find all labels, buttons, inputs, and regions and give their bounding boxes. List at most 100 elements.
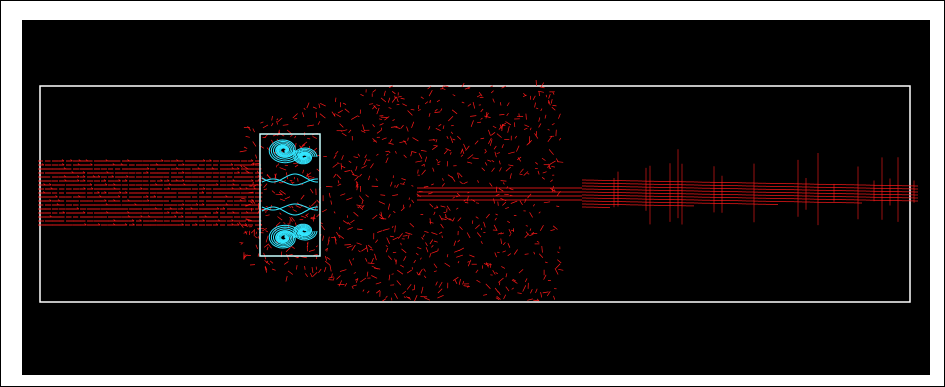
velocity-vector — [409, 222, 415, 228]
velocity-vector — [495, 272, 498, 275]
velocity-vector — [433, 138, 435, 142]
velocity-vector — [446, 205, 451, 211]
velocity-vector — [61, 163, 65, 166]
velocity-vector — [269, 260, 274, 264]
velocity-vector — [502, 182, 505, 185]
velocity-vector — [476, 232, 482, 238]
velocity-vector — [541, 177, 545, 180]
velocity-vector — [509, 188, 514, 191]
velocity-vector — [442, 178, 444, 181]
velocity-vector — [245, 136, 250, 138]
streamline — [261, 203, 318, 211]
velocity-vector — [251, 162, 255, 165]
velocity-vector — [294, 164, 299, 168]
velocity-vector — [126, 175, 129, 178]
velocity-vector — [529, 212, 533, 218]
velocity-vector — [467, 161, 473, 164]
velocity-vector — [265, 214, 270, 217]
velocity-vector — [362, 204, 365, 209]
velocity-vector — [442, 85, 444, 89]
velocity-vector — [406, 296, 412, 300]
velocity-vector — [243, 254, 248, 259]
velocity-vector — [325, 255, 327, 261]
velocity-vector — [458, 247, 465, 252]
velocity-vector — [483, 221, 486, 228]
velocity-vector — [467, 259, 472, 267]
velocity-vector — [509, 173, 512, 179]
velocity-vector — [397, 269, 404, 275]
velocity-vector — [411, 199, 415, 204]
velocity-vector — [63, 175, 67, 178]
velocity-vector — [511, 279, 518, 284]
velocity-vector — [372, 89, 377, 93]
velocity-vector — [82, 171, 86, 174]
velocity-vector — [397, 233, 403, 239]
velocity-vector — [485, 213, 490, 219]
velocity-vector — [485, 111, 488, 119]
velocity-vector — [470, 120, 474, 128]
velocity-vector — [243, 165, 249, 170]
velocity-vector — [382, 228, 390, 231]
velocity-vector — [311, 200, 317, 207]
velocity-vector — [494, 252, 497, 258]
velocity-vector — [333, 277, 335, 281]
velocity-vector — [181, 223, 184, 226]
velocity-vector — [265, 206, 268, 208]
velocity-vector — [434, 111, 441, 113]
velocity-vector — [406, 269, 412, 274]
velocity-vector — [420, 257, 422, 260]
velocity-vector — [476, 94, 482, 98]
velocity-vector — [423, 268, 426, 272]
velocity-vector — [440, 223, 444, 229]
velocity-vector — [367, 262, 375, 265]
velocity-vector — [251, 199, 256, 204]
velocity-vector — [303, 107, 306, 111]
velocity-vector — [296, 265, 298, 270]
velocity-vector — [348, 129, 352, 134]
velocity-vector — [317, 121, 321, 125]
velocity-vector — [265, 230, 269, 233]
velocity-vector — [489, 139, 493, 146]
velocity-vector — [248, 191, 254, 194]
velocity-vector — [541, 157, 546, 161]
velocity-vector — [146, 195, 149, 198]
velocity-vector — [154, 207, 158, 210]
velocity-vector — [294, 118, 298, 120]
velocity-vector — [56, 203, 60, 206]
velocity-vector — [339, 123, 344, 128]
velocity-vector — [390, 181, 393, 187]
velocity-vector — [82, 175, 86, 178]
velocity-vector — [485, 283, 491, 289]
velocity-vector — [500, 232, 505, 235]
velocity-vector — [49, 199, 52, 202]
velocity-vector — [411, 121, 415, 129]
velocity-vector — [324, 266, 327, 273]
velocity-vector — [302, 112, 305, 118]
velocity-vector — [554, 189, 556, 192]
velocity-vector — [483, 294, 488, 296]
velocity-vector — [380, 97, 387, 103]
velocity-vector — [310, 217, 313, 220]
velocity-vector — [97, 191, 100, 194]
velocity-vector — [457, 135, 462, 140]
velocity-vector — [478, 91, 483, 97]
velocity-vector — [542, 291, 549, 294]
velocity-vector — [508, 228, 512, 234]
velocity-vector — [429, 253, 432, 258]
velocity-vector — [240, 165, 243, 168]
velocity-vector — [388, 142, 394, 145]
velocity-vector — [304, 265, 306, 270]
velocity-vector — [275, 165, 278, 168]
velocity-vector — [437, 288, 443, 294]
velocity-vector — [216, 183, 219, 186]
velocity-vector — [523, 127, 528, 130]
velocity-vector — [375, 289, 381, 294]
velocity-vector — [393, 126, 401, 129]
velocity-vector — [175, 211, 179, 214]
velocity-vector — [42, 191, 46, 194]
velocity-vector — [357, 115, 360, 118]
velocity-vector — [327, 240, 330, 246]
velocity-vector — [124, 179, 128, 182]
velocity-vector — [549, 160, 556, 165]
velocity-vector — [271, 190, 276, 194]
